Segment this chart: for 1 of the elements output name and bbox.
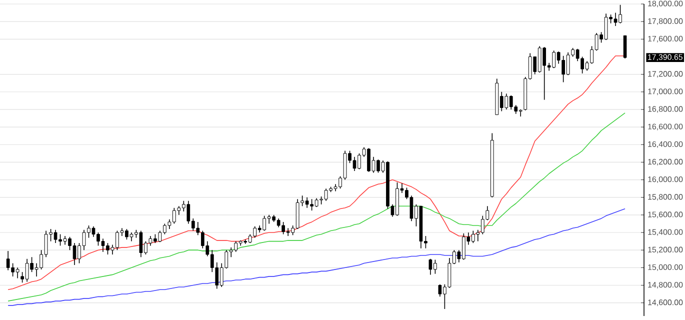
candlestick	[623, 35, 627, 59]
